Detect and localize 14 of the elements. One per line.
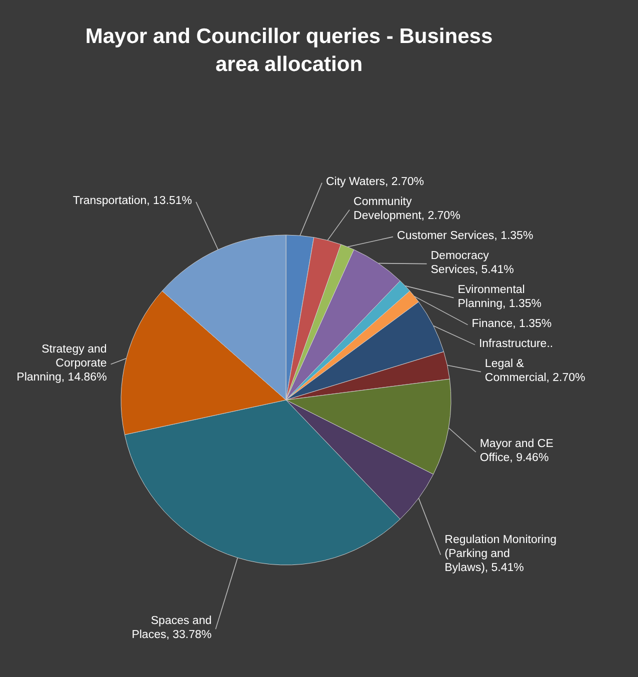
slice-label: Regulation Monitoring (Parking and Bylaws), 5.41% xyxy=(444,534,557,574)
slice-label: Customer Services, 1.35% xyxy=(397,230,534,242)
slice-label: Legal & Commercial, 2.70% xyxy=(484,358,586,384)
chart-title: Mayor and Councillor queries - Business area allocation xyxy=(85,25,493,76)
slice-label: Infrastructure.. xyxy=(478,338,554,350)
slice-label: Community Development, 2.70% xyxy=(354,196,460,222)
slice-label: Democracy Services, 5.41% xyxy=(430,250,514,276)
slice-label: City Waters, 2.70% xyxy=(326,176,424,188)
slice-label: Finance, 1.35% xyxy=(472,318,552,330)
slice-label: Evironmental Planning, 1.35% xyxy=(458,284,542,310)
slice-label: Transportation, 13.51% xyxy=(72,194,192,207)
slice-label: Strategy and Corporate Planning, 14.86% xyxy=(16,343,107,384)
slice-label: Mayor and CE Office, 9.46% xyxy=(480,438,554,464)
slice-label: Spaces and Places, 33.78% xyxy=(132,615,212,642)
